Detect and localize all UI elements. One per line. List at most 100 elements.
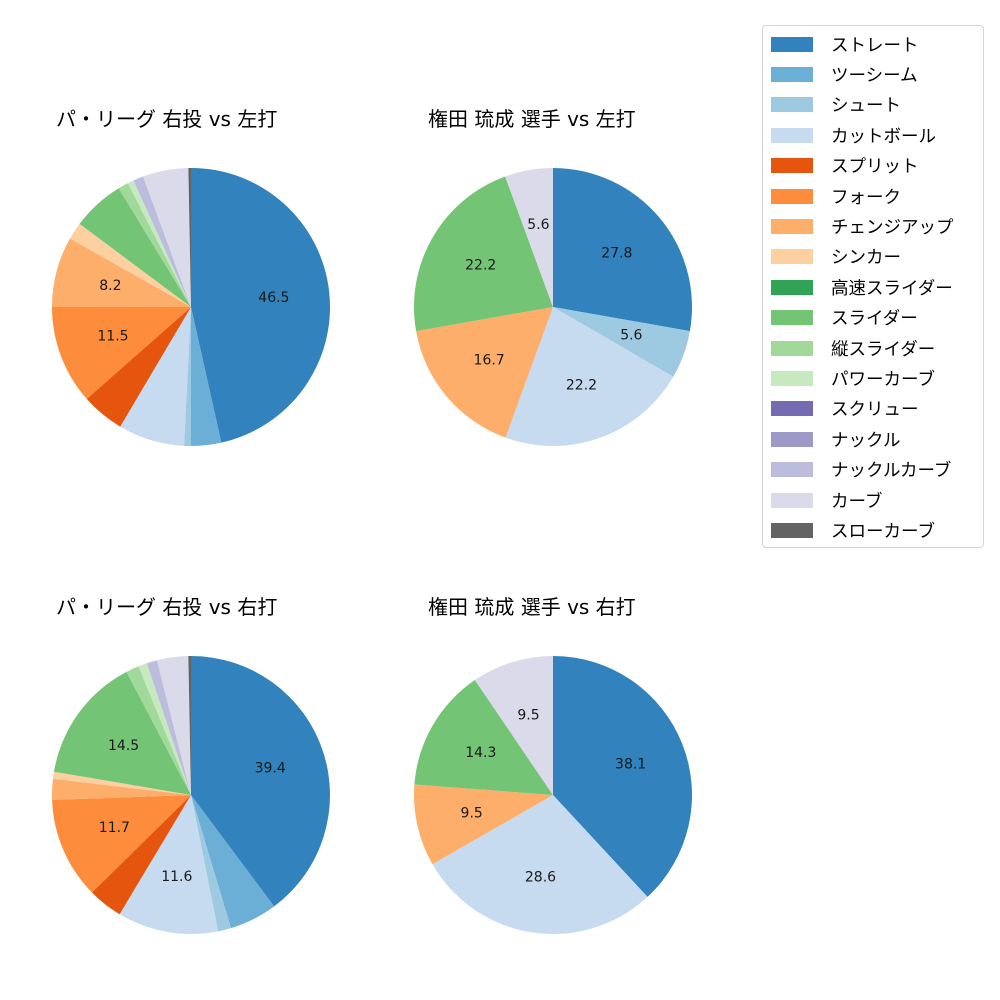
- legend-swatch: [771, 522, 813, 538]
- legend-item: パワーカーブ: [771, 366, 935, 390]
- legend-label: スライダー: [831, 309, 918, 330]
- pie-slice: [52, 307, 191, 399]
- pie-slice: [414, 784, 553, 865]
- pie-slice: [505, 307, 674, 446]
- pie-chart-player-vs-left: 27.8 5.6 22.2 16.7 22.2 5.6: [414, 168, 692, 446]
- slice-percent-label: 38.1: [615, 757, 646, 773]
- pie-slice: [119, 795, 219, 934]
- pie-slice: [191, 656, 330, 907]
- legend-swatch: [771, 188, 813, 204]
- legend-swatch: [771, 158, 813, 174]
- pie-slice: [191, 307, 222, 446]
- pie-slice: [191, 795, 275, 929]
- pie-slice: [146, 660, 191, 795]
- legend-item: スクリュー: [771, 397, 919, 421]
- slice-percent-label: 5.6: [620, 328, 642, 344]
- slice-percent-label: 39.4: [255, 761, 286, 777]
- legend-item: ナックルカーブ: [771, 458, 951, 482]
- slice-percent-label: 11.5: [97, 328, 128, 344]
- slice-percent-label: 14.5: [108, 738, 139, 754]
- legend-swatch: [771, 370, 813, 386]
- chart-title-player-vs-right: 権田 琉成 選手 vs 右打: [428, 595, 636, 619]
- pie-slice: [191, 168, 330, 443]
- legend-label: チェンジアップ: [831, 217, 954, 238]
- pie-slice: [414, 680, 553, 795]
- legend-item: ストレート: [771, 32, 919, 56]
- pie-slice: [91, 795, 191, 915]
- legend-swatch: [771, 431, 813, 447]
- slice-percent-label: 14.3: [465, 745, 496, 761]
- legend-item: シュート: [771, 93, 901, 117]
- pie-slice: [86, 307, 191, 427]
- legend-label: ナックル: [831, 430, 901, 451]
- slice-percent-label: 46.5: [258, 290, 289, 306]
- pie-slice: [133, 176, 191, 307]
- pie-chart-league-vs-right: 39.4 11.6 11.7 14.5: [51, 656, 330, 934]
- chart-title-league-vs-left: パ・リーグ 右投 vs 左打: [56, 107, 278, 131]
- pie-slice: [416, 307, 553, 438]
- legend-label: フォーク: [831, 187, 901, 208]
- slice-percent-label: 11.7: [99, 820, 130, 836]
- slice-percent-label: 8.2: [99, 278, 121, 294]
- legend-label: 縦スライダー: [831, 339, 936, 360]
- pie-slice: [188, 656, 191, 795]
- legend-swatch: [771, 310, 813, 326]
- pie-slice: [156, 656, 191, 795]
- pie-slice: [79, 188, 191, 307]
- slice-percent-label: 22.2: [465, 257, 496, 273]
- pie-slice: [138, 663, 191, 795]
- pie-slice: [118, 183, 191, 307]
- legend-item: シンカー: [771, 245, 901, 269]
- legend-item: ツーシーム: [771, 62, 918, 86]
- legend-swatch: [771, 462, 813, 478]
- slice-percent-label: 16.7: [474, 353, 505, 369]
- pie-slice: [120, 307, 191, 446]
- chart-title-player-vs-left: 権田 琉成 選手 vs 左打: [428, 107, 636, 131]
- slice-percent-label: 9.5: [461, 805, 483, 821]
- legend-swatch: [771, 340, 813, 356]
- legend-label: 高速スライダー: [831, 278, 953, 299]
- pie-slice: [52, 238, 191, 307]
- legend-label: ナックルカーブ: [831, 461, 952, 482]
- legend-label: スローカーブ: [831, 521, 935, 542]
- legend-swatch: [771, 97, 813, 113]
- legend-item: カーブ: [771, 488, 882, 512]
- pie-slice: [70, 223, 191, 307]
- legend-label: パワーカーブ: [831, 369, 935, 390]
- pie-slice: [52, 795, 192, 893]
- pie-slice: [414, 176, 553, 332]
- pie-slice: [53, 671, 191, 795]
- pie-slice: [553, 656, 692, 897]
- legend-item: スローカーブ: [771, 518, 935, 542]
- legend-label: ツーシーム: [831, 65, 918, 86]
- pie-slice: [127, 180, 191, 307]
- legend-swatch: [771, 492, 813, 508]
- legend-swatch: [771, 279, 813, 295]
- pie-slice: [184, 307, 191, 446]
- pie-slice: [143, 168, 191, 307]
- legend-item: チェンジアップ: [771, 214, 954, 238]
- pie-slice: [51, 778, 191, 800]
- legend-label: シンカー: [831, 248, 901, 269]
- slice-percent-label: 28.6: [525, 869, 556, 885]
- slice-percent-label: 22.2: [566, 377, 597, 393]
- legend: ストレートツーシームシュートカットボールスプリットフォークチェンジアップ シンカー…: [762, 25, 984, 548]
- legend-label: ストレート: [831, 35, 919, 56]
- legend-item: 縦スライダー: [771, 336, 935, 360]
- legend-item: フォーク: [771, 184, 901, 208]
- pie-slice: [553, 168, 692, 332]
- pie-slice: [188, 168, 191, 307]
- pie-slice: [474, 656, 553, 795]
- legend-swatch: [771, 249, 813, 265]
- pie-slice: [126, 666, 191, 795]
- pie-slice: [52, 771, 191, 795]
- legend-label: カーブ: [831, 491, 883, 512]
- pie-chart-league-vs-left: 46.5 11.5 8.2: [52, 168, 330, 446]
- legend-item: スプリット: [771, 154, 919, 178]
- legend-item: 高速スライダー: [771, 275, 953, 299]
- legend-label: スプリット: [831, 157, 919, 178]
- legend-swatch: [771, 127, 813, 143]
- legend-item: カットボール: [771, 123, 936, 147]
- legend-item: ナックル: [771, 427, 900, 451]
- legend-item: スライダー: [771, 306, 918, 330]
